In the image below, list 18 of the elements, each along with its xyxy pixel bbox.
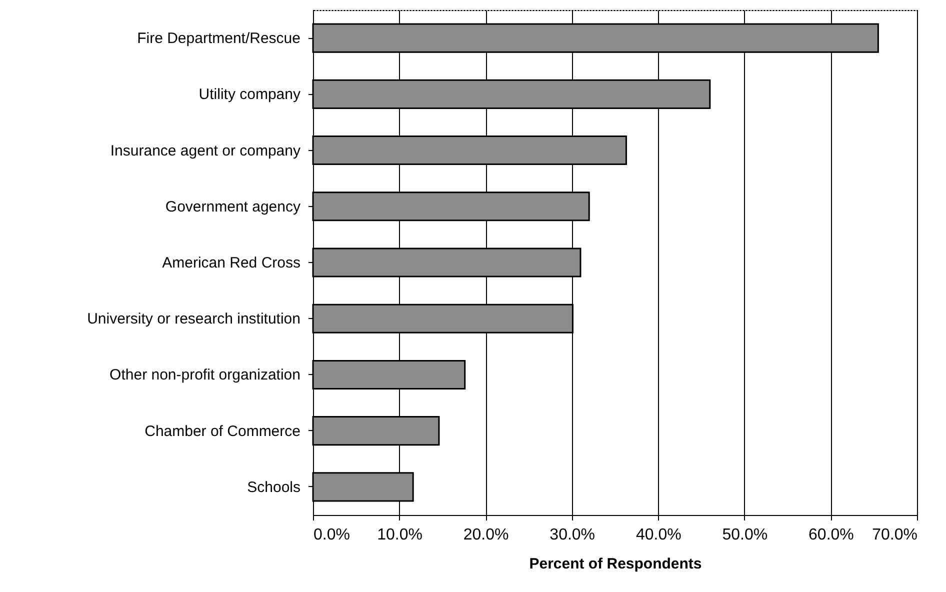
y-tick-label: Government agency: [165, 198, 301, 216]
x-tick-label: 40.0%: [636, 526, 682, 544]
x-tick-label: 70.0%: [872, 526, 918, 544]
y-tick-label: University or research institution: [87, 310, 300, 328]
x-tick-label: 10.0%: [377, 526, 422, 544]
y-tick-label: Insurance agent or company: [110, 142, 301, 160]
x-tick-label: 50.0%: [722, 526, 768, 544]
y-tick-label: Chamber of Commerce: [144, 422, 300, 440]
y-tick-label: Schools: [247, 478, 300, 496]
y-tick-label: Utility company: [198, 86, 301, 104]
y-tick-label: American Red Cross: [162, 254, 300, 272]
x-tick-label: 0.0%: [314, 526, 350, 544]
y-tick-label: Other non-profit organization: [110, 366, 300, 384]
x-tick-label: 20.0%: [463, 526, 509, 544]
y-tick-label: Fire Department/Rescue: [137, 30, 300, 48]
x-axis-title: Percent of Respondents: [529, 556, 702, 572]
x-tick-label: 60.0%: [808, 526, 854, 544]
x-tick-label: 30.0%: [550, 526, 596, 544]
